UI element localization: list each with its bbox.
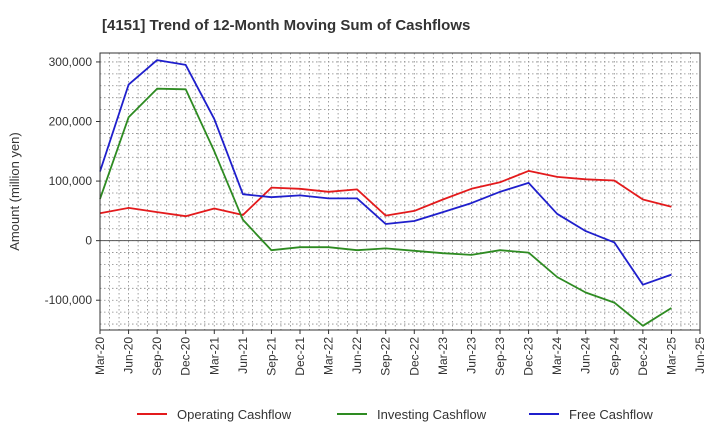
grid: [99, 53, 701, 330]
x-tick-label: Sep-20: [150, 337, 164, 376]
x-tick-label: Mar-22: [322, 337, 336, 375]
x-tick-label: Mar-24: [550, 337, 564, 375]
legend-label: Free Cashflow: [569, 407, 653, 422]
y-tick-label: 0: [85, 234, 92, 248]
y-tick-label: 300,000: [49, 55, 93, 69]
legend-label: Investing Cashflow: [377, 407, 487, 422]
series-line: [99, 59, 672, 286]
x-tick-label: Dec-23: [522, 337, 536, 376]
y-tick-label: 100,000: [49, 174, 93, 188]
x-tick-label: Sep-22: [379, 337, 393, 376]
x-tick-label: Jun-21: [236, 337, 250, 374]
series-line: [99, 169, 672, 218]
x-tick-label: Sep-21: [264, 337, 278, 376]
y-tick-label: -100,000: [45, 293, 93, 307]
x-tick-label: Dec-24: [636, 337, 650, 376]
y-tick-label: 200,000: [49, 115, 93, 129]
x-tick-label: Sep-23: [493, 337, 507, 376]
x-tick-label: Dec-22: [407, 337, 421, 376]
x-tick-label: Jun-24: [579, 337, 593, 374]
chart-title: [4151] Trend of 12-Month Moving Sum of C…: [102, 17, 470, 34]
legend-label: Operating Cashflow: [177, 407, 292, 422]
y-axis-label: Amount (million yen): [7, 132, 22, 251]
x-tick-label: Jun-23: [464, 337, 478, 374]
series-lines: [99, 59, 672, 327]
x-tick-label: Mar-23: [436, 337, 450, 375]
x-tick-label: Sep-24: [607, 337, 621, 376]
x-tick-label: Jun-25: [693, 337, 707, 374]
series-line: [99, 87, 672, 327]
y-axis-ticks: -100,000 0 100,000 200,000 300,000: [45, 55, 100, 307]
x-axis-ticks: Mar-20 Jun-20 Sep-20 Dec-20 Mar-21 Jun-21 Sep-…: [93, 330, 707, 376]
x-tick-label: Mar-21: [207, 337, 221, 375]
x-tick-label: Dec-20: [179, 337, 193, 376]
legend: Operating Cashflow Investing Cashflow Free…: [137, 407, 653, 422]
x-tick-label: Jun-22: [350, 337, 364, 374]
plot-frame: [99, 52, 701, 331]
x-tick-label: Jun-20: [122, 337, 136, 374]
x-tick-label: Mar-25: [664, 337, 678, 375]
x-tick-label: Dec-21: [293, 337, 307, 376]
x-tick-label: Mar-20: [93, 337, 107, 375]
